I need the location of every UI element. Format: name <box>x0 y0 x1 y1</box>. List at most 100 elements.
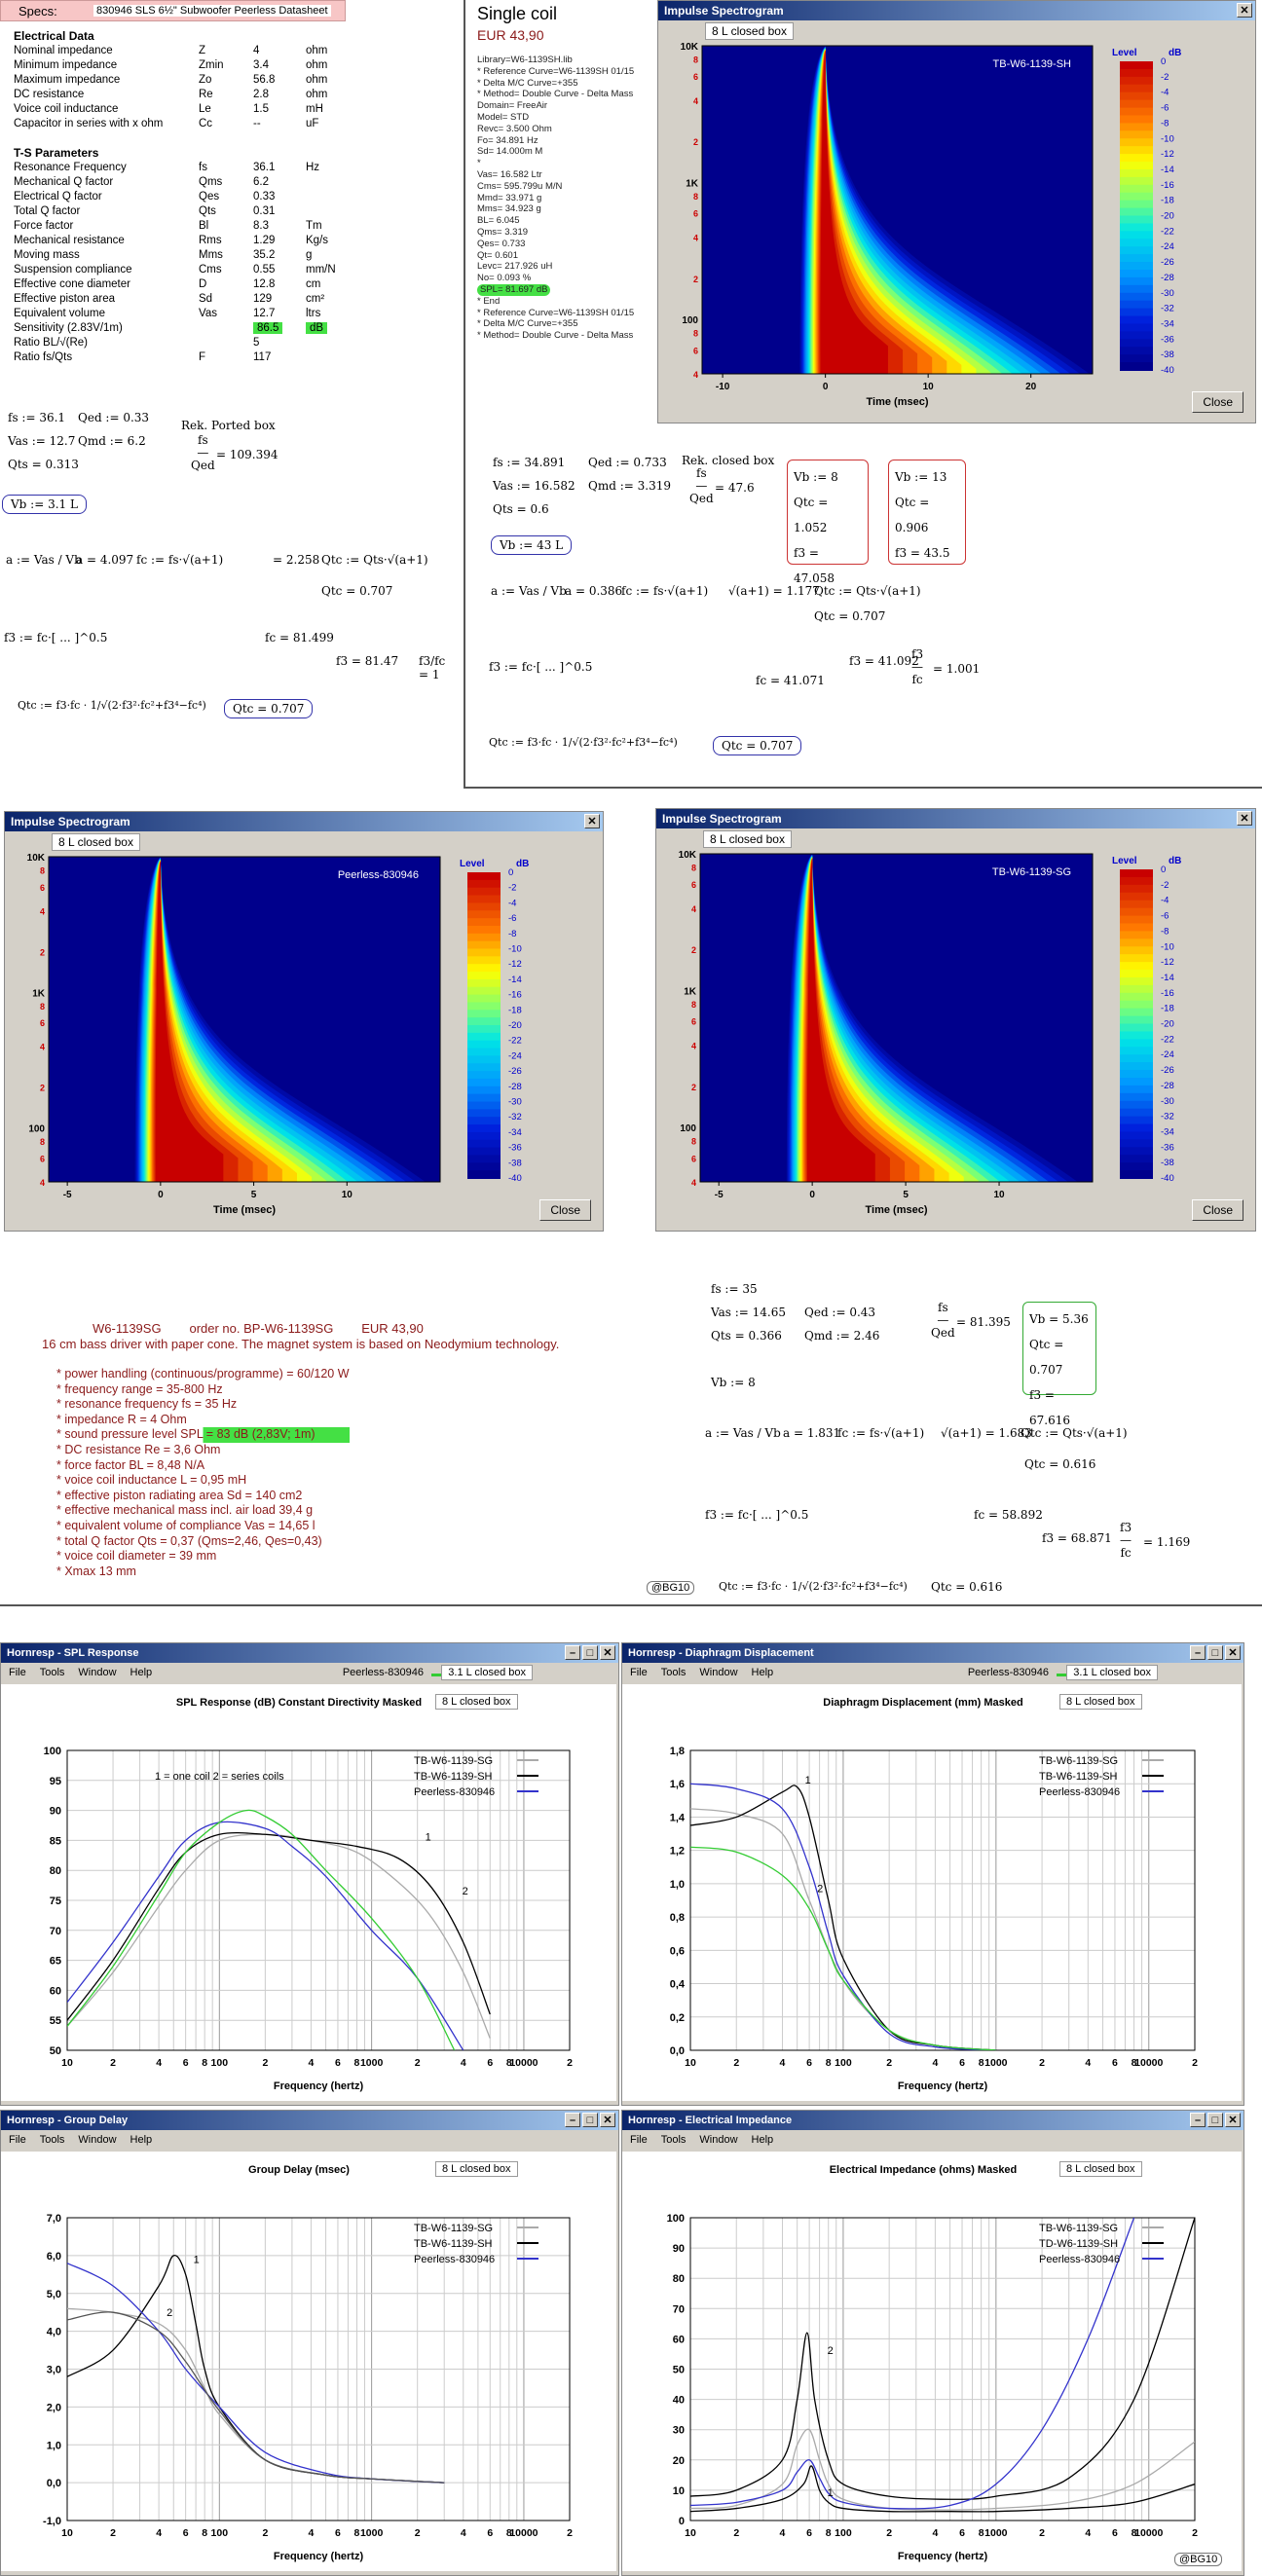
level-title: Level <box>1112 48 1137 58</box>
spec-cell: Maximum impedance <box>14 74 121 86</box>
menu-tools[interactable]: Tools <box>660 2134 687 2146</box>
colorbar-cell <box>467 1109 501 1119</box>
menu-tools[interactable]: Tools <box>39 1667 65 1678</box>
y-tick-label: 6 <box>691 1154 696 1163</box>
close-icon[interactable]: ✕ <box>1237 811 1252 826</box>
maximize-icon[interactable]: □ <box>582 2113 598 2127</box>
maximize-icon[interactable]: □ <box>582 1645 598 1660</box>
menu-file[interactable]: File <box>9 2134 26 2146</box>
menu-file[interactable]: File <box>630 1667 648 1678</box>
y-tick-label: 90 <box>673 2243 685 2255</box>
colorbar-cell <box>1120 876 1153 886</box>
x-axis-label: Frequency (hertz) <box>274 2551 364 2562</box>
colorbar-cell <box>1120 339 1153 349</box>
menu-window[interactable]: Window <box>699 2134 738 2146</box>
minimize-icon[interactable]: – <box>565 1645 580 1660</box>
param-line: * Method= Double Curve - Delta Mass <box>477 89 634 100</box>
level-label: -34 <box>1161 318 1174 329</box>
colorbar-cell <box>1120 192 1153 202</box>
x-tick-label: 1000 <box>984 2527 1008 2539</box>
y-tick-label: 1,0 <box>670 1879 685 1891</box>
specs-label: Specs: <box>19 4 57 18</box>
close-icon[interactable]: ✕ <box>1225 1645 1241 1660</box>
close-icon[interactable]: ✕ <box>1225 2113 1241 2127</box>
x-tick-label: 4 <box>461 2527 466 2539</box>
sg-head: W6-1139SG order no. BP-W6-1139SG EUR 43,… <box>93 1321 424 1336</box>
spec-cell: 12.7 <box>253 308 276 319</box>
menu-window[interactable]: Window <box>699 1667 738 1678</box>
x-tick-label: 6 <box>959 2527 965 2539</box>
colorbar-cell <box>1120 239 1153 248</box>
param-line: Library=W6-1139SH.lib <box>477 55 573 65</box>
menu-help[interactable]: Help <box>130 2134 153 2146</box>
calc-qtc-def: Qtc := Qts·√(a+1) <box>321 553 428 567</box>
menu-help[interactable]: Help <box>751 1667 774 1678</box>
y-tick-label: 4 <box>693 96 698 106</box>
minimize-icon[interactable]: – <box>1190 2113 1206 2127</box>
close-icon[interactable]: ✕ <box>600 1645 615 1660</box>
close-button[interactable]: Close <box>1192 391 1243 413</box>
y-tick-label: 70 <box>50 1926 61 1937</box>
colorbar-cell <box>467 1071 501 1080</box>
close-button[interactable]: Close <box>539 1199 591 1221</box>
level-label: -6 <box>1161 911 1169 922</box>
menu-tools[interactable]: Tools <box>660 1667 687 1678</box>
close-icon[interactable]: ✕ <box>584 814 600 828</box>
box-line: Qtc = 1.052 <box>794 496 829 534</box>
menu-help[interactable]: Help <box>130 1667 153 1678</box>
x-tick-label: 2 <box>886 2057 892 2069</box>
spec-row: Effective cone diameter D 12.8 cm <box>14 278 345 293</box>
menu-window[interactable]: Window <box>78 1667 117 1678</box>
spec-row: Nominal impedance Z 4 ohm <box>14 45 345 59</box>
spec-cell: ohm <box>306 74 328 86</box>
colorbar-cell <box>1120 231 1153 240</box>
spec-row: Moving mass Mms 35.2 g <box>14 249 345 264</box>
minimize-icon[interactable]: – <box>1190 1645 1206 1660</box>
maximize-icon[interactable]: □ <box>1207 2113 1223 2127</box>
menu-help[interactable]: Help <box>751 2134 774 2146</box>
sg-bullet: * frequency range = 35-800 Hz <box>56 1381 223 1396</box>
colorbar-cell <box>467 1131 501 1141</box>
sc-fc: fc := fs·√(a+1) <box>621 584 709 598</box>
spec-row: Total Q factor Qts 0.31 <box>14 205 345 220</box>
level-unit: dB <box>1169 48 1181 58</box>
minimize-icon[interactable]: – <box>565 2113 580 2127</box>
close-icon[interactable]: ✕ <box>1237 3 1252 18</box>
close-icon[interactable]: ✕ <box>600 2113 615 2127</box>
sg-bullet: * force factor BL = 8,48 N/A <box>56 1457 205 1472</box>
x-tick-label: 2 <box>567 2527 573 2539</box>
colorbar-cell <box>467 879 501 889</box>
hornresp-titlebar: Hornresp - Group Delay – □ ✕ <box>1 2111 618 2130</box>
colorbar-cell <box>1120 347 1153 356</box>
spec-cell: Effective piston area <box>14 293 115 305</box>
level-label: -22 <box>1161 1034 1174 1045</box>
spec-row: Ratio fs/Qts F 117 <box>14 351 345 366</box>
maximize-icon[interactable]: □ <box>1207 1645 1223 1660</box>
colorbar-cell <box>467 964 501 974</box>
colorbar-cell <box>1120 176 1153 186</box>
curve-label: 2 <box>828 2345 834 2357</box>
sc-f3fc-frac: f3— fc <box>911 647 924 686</box>
menu-file[interactable]: File <box>630 2134 648 2146</box>
calc-fc: fc := fs·√(a+1) <box>136 553 224 567</box>
y-tick-label: 80 <box>50 1865 61 1877</box>
colorbar-cell <box>1120 1131 1153 1141</box>
colorbar-cell <box>1120 938 1153 948</box>
y-tick-label: 2 <box>691 945 696 955</box>
x-tick-label: 6 <box>806 2057 812 2069</box>
x-tick-label: 10 <box>685 2057 696 2069</box>
colorbar-cell <box>1120 984 1153 994</box>
menu-window[interactable]: Window <box>78 2134 117 2146</box>
spec-cell: Mechanical resistance <box>14 235 125 246</box>
x-tick-label: 2 <box>733 2527 739 2539</box>
box-line: Qtc = 0.906 <box>895 496 930 534</box>
menu-file[interactable]: File <box>9 1667 26 1678</box>
sc-a-val: a = 0.386 <box>565 584 623 598</box>
menu-tools[interactable]: Tools <box>39 2134 65 2146</box>
spec-cell: Mechanical Q factor <box>14 176 114 188</box>
legend-entry: TB-W6-1139-SG <box>414 2223 493 2234</box>
spec-cell: ltrs <box>306 308 321 319</box>
y-tick-label: 1K <box>32 988 46 999</box>
x-tick-label: 10000 <box>509 2057 538 2069</box>
close-button[interactable]: Close <box>1192 1199 1243 1221</box>
